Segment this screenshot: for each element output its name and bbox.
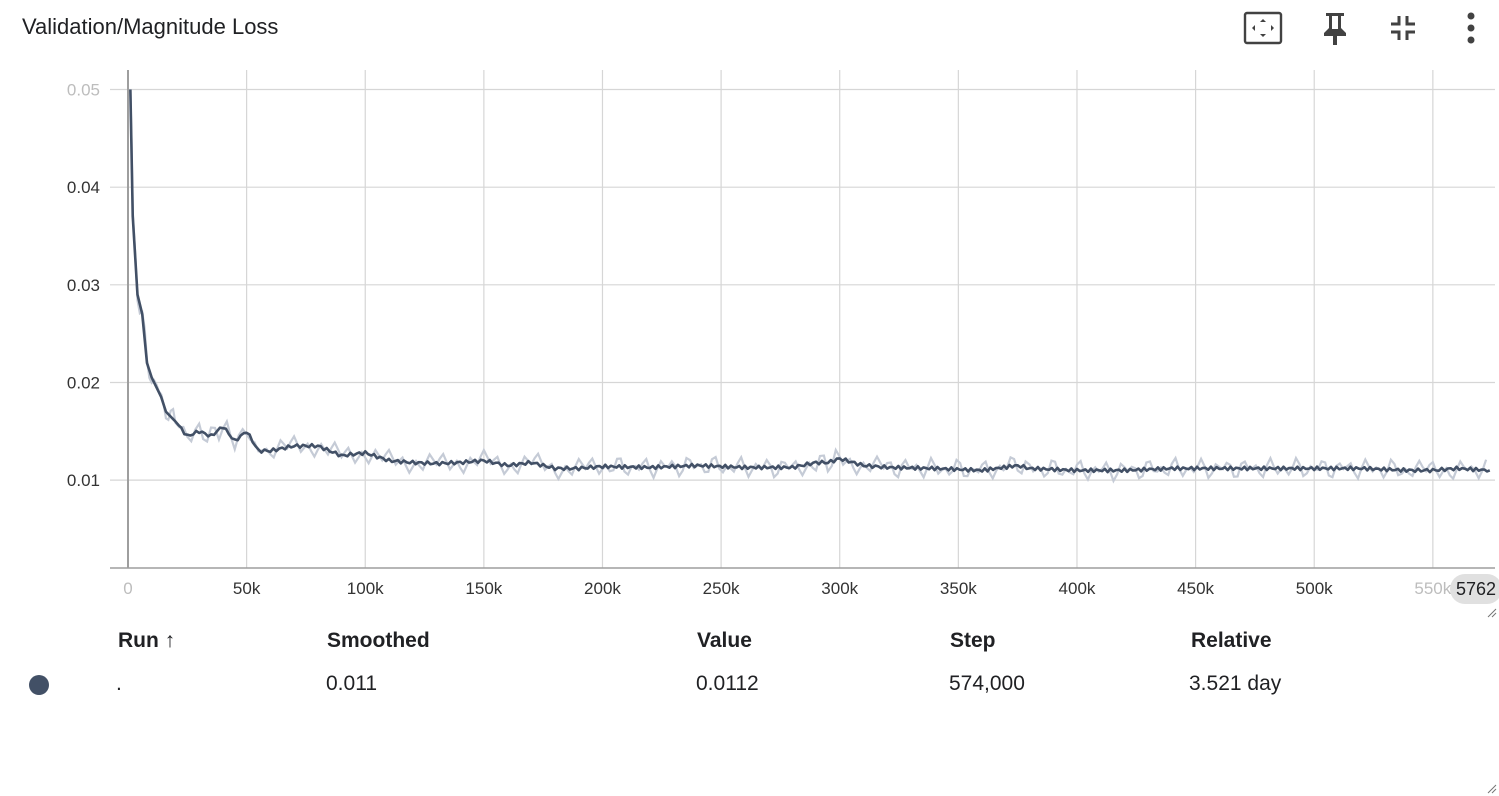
x-tick-label: 400k [1059,579,1096,598]
tick-labels: 0 50k 100k 150k 200k 250k 300k 350k 400k 450k 500k… [67,81,1452,598]
x-tick-label: 0 [123,579,132,598]
line-chart[interactable]: 0 50k 100k 150k 200k 250k 300k 350k 400k 450k 500k… [0,60,1499,620]
more-vert-icon [1467,12,1475,44]
fit-domain-button[interactable] [1239,8,1287,48]
x-tick-label: 450k [1177,579,1214,598]
x-tick-label: 500k [1296,579,1333,598]
pin-button[interactable] [1311,8,1359,48]
axes [110,70,1495,569]
x-tick-label: 550k [1414,579,1451,598]
pin-icon [1324,13,1346,45]
cell-relative: 3.521 day [1189,672,1282,695]
grid-lines [110,70,1495,568]
y-tick-label: 0.01 [67,471,100,490]
cell-value: 0.0112 [696,672,759,695]
column-header-relative[interactable]: Relative [1191,629,1272,652]
y-tick-label: 0.03 [67,276,100,295]
chart-title: Validation/Magnitude Loss [22,14,279,39]
y-tick-label: 0.05 [67,81,100,100]
fit-domain-icon [1243,11,1283,45]
cell-smoothed: 0.011 [326,672,377,695]
column-header-value[interactable]: Value [697,629,752,652]
hover-step-badge: 5762 [1450,574,1499,604]
cell-run: . [116,672,122,695]
card-toolbar [1239,8,1499,48]
x-tick-label: 350k [940,579,977,598]
resize-handle-icon[interactable] [1487,608,1497,618]
collapse-icon [1391,16,1415,40]
cell-step: 574,000 [949,672,1025,695]
x-tick-label: 50k [233,579,261,598]
collapse-button[interactable] [1379,8,1427,48]
run-color-swatch [29,675,49,695]
card-resize-icon[interactable] [1487,784,1497,794]
series-smoothed-line [129,89,1491,474]
y-tick-label: 0.02 [67,373,100,392]
column-header-smoothed[interactable]: Smoothed [327,629,430,652]
x-tick-label: 200k [584,579,621,598]
column-header-run[interactable]: Run ↑ [118,629,176,652]
y-tick-label: 0.04 [67,178,100,197]
series-layer [129,89,1491,484]
x-tick-label: 100k [347,579,384,598]
x-tick-label: 250k [703,579,740,598]
more-options-button[interactable] [1447,8,1495,48]
column-header-step[interactable]: Step [950,629,996,652]
x-tick-label: 300k [821,579,858,598]
x-tick-label: 150k [465,579,502,598]
